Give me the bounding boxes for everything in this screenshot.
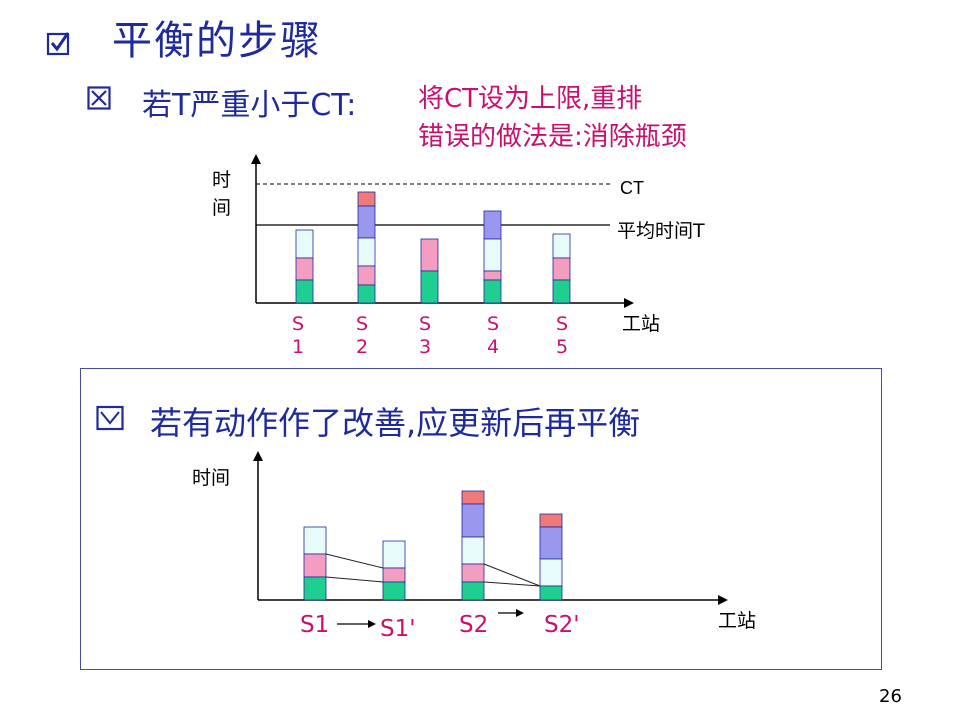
segment-green <box>357 284 376 304</box>
segment-pink <box>303 553 327 578</box>
chart2-station-s1-prime: S1' <box>380 616 416 642</box>
connector-s2-green <box>483 581 541 587</box>
chart2-xlabel: 工站 <box>718 610 756 632</box>
segment-lavender <box>461 503 485 538</box>
segment-pink <box>382 567 406 583</box>
chart1-ylabel-1: 时 <box>212 169 231 191</box>
chart1-y-arrow <box>251 154 261 164</box>
chart1-bar-s3 <box>420 238 439 304</box>
chart1-station-s5-a: S <box>556 313 568 335</box>
chart2-x-arrow <box>718 595 728 605</box>
segment-green <box>420 270 439 304</box>
segment-lavender <box>539 526 563 560</box>
page-number: 26 <box>879 686 902 707</box>
segment-salmon <box>539 513 563 528</box>
ct-label: CT <box>620 178 644 198</box>
segment-green <box>382 581 406 601</box>
segment-pink <box>461 563 485 583</box>
x-box-icon <box>87 86 111 110</box>
chart1-station-s3-b: 3 <box>419 336 431 358</box>
chart2-bar-s1 <box>303 526 327 601</box>
chart1-ylabel-2: 间 <box>212 197 231 219</box>
subtitle-warning: 错误的做法是:消除瓶颈 <box>418 122 687 152</box>
arrowhead-s2 <box>516 609 524 617</box>
connector-s2-pink <box>483 563 541 587</box>
page-title: 平衡的步骤 <box>112 18 322 64</box>
connector-s1-green <box>325 576 384 583</box>
avg-time-label: 平均时间T <box>617 220 705 242</box>
chart1-x-arrow <box>624 298 634 308</box>
chart1-bar-s4 <box>483 210 502 304</box>
chart2-bar-s2 <box>461 490 485 601</box>
segment-cyan <box>382 540 406 569</box>
subtitle-instruction: 将CT设为上限,重排 <box>418 84 643 114</box>
segment-cyan <box>539 558 563 587</box>
subtitle-prefix: 若T严重小于CT: <box>142 88 357 123</box>
chart2-station-s1: S1 <box>300 612 329 638</box>
chart1-station-s1-b: 1 <box>292 336 304 358</box>
chart1-bar-s1 <box>295 229 314 304</box>
segment-green <box>295 279 314 304</box>
chart2-bar-s1-prime <box>382 540 406 601</box>
segment-green <box>461 581 485 601</box>
segment-cyan <box>461 536 485 565</box>
chart1-bar-s5 <box>552 233 571 304</box>
empty-box-icon <box>96 405 124 431</box>
chart2-ylabel: 时间 <box>192 467 230 489</box>
chart2-station-s2: S2 <box>459 612 488 638</box>
chart1-station-s4-a: S <box>487 313 499 335</box>
chart1-station-s2-a: S <box>356 313 368 335</box>
chart1-station-s2-b: 2 <box>356 336 368 358</box>
connector-s1-pink <box>325 553 384 569</box>
segment-green <box>483 279 502 304</box>
chart1-station-s4-b: 4 <box>487 336 499 358</box>
chart2-bar-s2-prime <box>539 513 563 601</box>
segment-salmon <box>461 490 485 505</box>
chart1-station-s3-a: S <box>419 313 431 335</box>
chart1-station-s1-a: S <box>292 313 304 335</box>
segment-green <box>552 279 571 304</box>
arrowhead-s1 <box>368 620 376 628</box>
chart1-station-s5-b: 5 <box>556 336 568 358</box>
chart2-station-s2-prime: S2' <box>544 612 580 638</box>
box-title: 若有动作作了改善,应更新后再平衡 <box>150 404 641 442</box>
chart2-y-arrow <box>253 451 263 461</box>
segment-green <box>303 576 327 601</box>
chart1-bar-s2 <box>357 191 376 304</box>
segment-cyan <box>303 526 327 555</box>
segment-green <box>539 585 563 601</box>
chart1-xlabel: 工站 <box>622 313 660 335</box>
checked-checkbox-icon <box>46 32 70 56</box>
improvement-box <box>80 368 882 670</box>
